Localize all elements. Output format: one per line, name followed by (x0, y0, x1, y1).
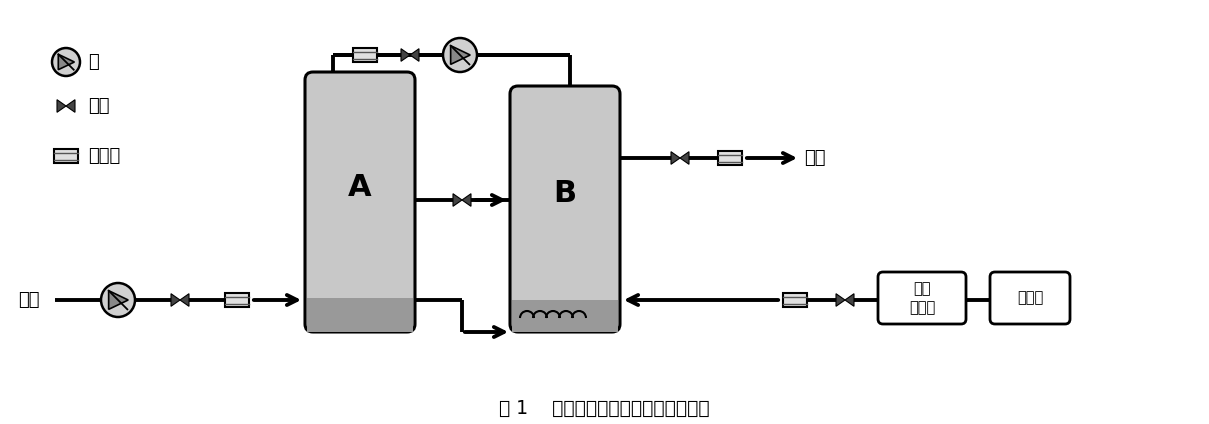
Bar (307, 298, 413, 332)
FancyBboxPatch shape (718, 151, 742, 165)
Text: 图 1    分体式流化床催化臭氧装置流程: 图 1 分体式流化床催化臭氧装置流程 (498, 399, 710, 418)
Polygon shape (410, 49, 420, 61)
Circle shape (102, 283, 135, 317)
Polygon shape (58, 54, 75, 70)
Polygon shape (109, 290, 128, 310)
Polygon shape (170, 294, 180, 306)
Text: 出水: 出水 (804, 149, 826, 167)
Polygon shape (66, 100, 75, 112)
Polygon shape (835, 294, 845, 306)
Text: A: A (348, 173, 372, 201)
Circle shape (52, 48, 80, 76)
FancyBboxPatch shape (353, 48, 377, 62)
Polygon shape (57, 100, 66, 112)
Polygon shape (451, 46, 470, 64)
Circle shape (442, 38, 478, 72)
FancyBboxPatch shape (510, 86, 620, 332)
FancyBboxPatch shape (783, 293, 806, 307)
Polygon shape (462, 194, 472, 206)
Text: 氧气瓶: 氧气瓶 (1017, 290, 1043, 306)
Polygon shape (671, 152, 679, 165)
FancyBboxPatch shape (225, 293, 249, 307)
Text: 臭氧
发生器: 臭氧 发生器 (909, 281, 935, 315)
FancyBboxPatch shape (878, 272, 966, 324)
Text: 阀门: 阀门 (88, 97, 110, 115)
Polygon shape (401, 49, 410, 61)
FancyBboxPatch shape (305, 72, 415, 332)
Polygon shape (453, 194, 462, 206)
Polygon shape (845, 294, 854, 306)
Polygon shape (180, 294, 189, 306)
Bar (511, 300, 618, 332)
FancyBboxPatch shape (54, 149, 79, 163)
Text: 流量计: 流量计 (88, 147, 120, 165)
Text: B: B (554, 179, 577, 209)
Text: 进水: 进水 (18, 291, 40, 309)
Polygon shape (679, 152, 689, 165)
FancyBboxPatch shape (990, 272, 1070, 324)
Text: 泵: 泵 (88, 53, 99, 71)
